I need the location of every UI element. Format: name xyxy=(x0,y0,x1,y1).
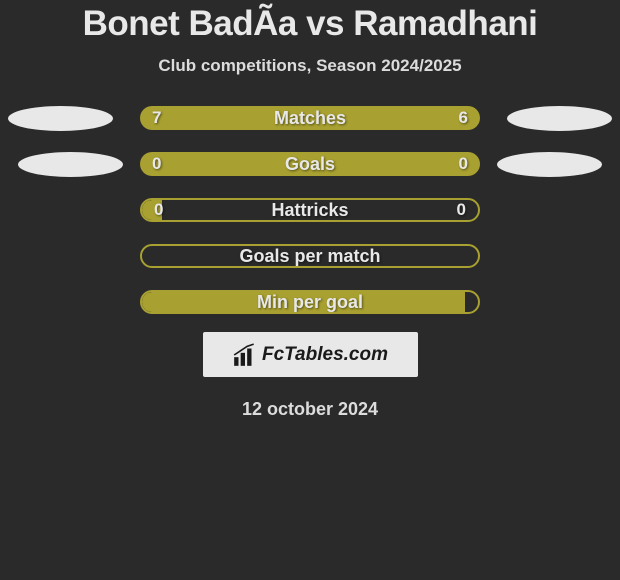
stat-value-left: 0 xyxy=(154,200,163,220)
page-title: Bonet BadÃ­a vs Ramadhani xyxy=(83,4,538,44)
stat-bar-matches: 7 Matches 6 xyxy=(140,106,480,130)
stat-bar-hattricks: 0 Hattricks 0 xyxy=(140,198,480,222)
stat-row-goals-per-match: Goals per match xyxy=(0,244,620,268)
stat-label: Min per goal xyxy=(257,292,363,313)
stat-value-right: 0 xyxy=(459,154,468,174)
ellipse-right-icon xyxy=(497,152,602,177)
bars-icon xyxy=(232,342,258,368)
stat-label: Hattricks xyxy=(271,200,348,221)
stat-row-goals: 0 Goals 0 xyxy=(0,152,620,176)
ellipse-left-icon xyxy=(18,152,123,177)
stat-bar-min-per-goal: Min per goal xyxy=(140,290,480,314)
stat-row-hattricks: 0 Hattricks 0 xyxy=(0,198,620,222)
ellipse-left-icon xyxy=(8,106,113,131)
stat-bar-goals: 0 Goals 0 xyxy=(140,152,480,176)
stat-label: Matches xyxy=(274,108,346,129)
stat-value-right: 6 xyxy=(459,108,468,128)
stat-value-left: 7 xyxy=(152,108,161,128)
subtitle: Club competitions, Season 2024/2025 xyxy=(158,56,461,76)
logo-box: FcTables.com xyxy=(203,332,418,377)
stat-value-left: 0 xyxy=(152,154,161,174)
ellipse-right-icon xyxy=(507,106,612,131)
stat-bar-goals-per-match: Goals per match xyxy=(140,244,480,268)
logo-text: FcTables.com xyxy=(262,344,388,366)
date-text: 12 october 2024 xyxy=(242,399,378,420)
stat-label: Goals xyxy=(285,154,335,175)
stat-row-min-per-goal: Min per goal xyxy=(0,290,620,314)
stat-label: Goals per match xyxy=(239,246,380,267)
stat-value-right: 0 xyxy=(457,200,466,220)
stats-container: 7 Matches 6 0 Goals 0 0 Hattricks 0 Goal… xyxy=(0,106,620,314)
stat-row-matches: 7 Matches 6 xyxy=(0,106,620,130)
